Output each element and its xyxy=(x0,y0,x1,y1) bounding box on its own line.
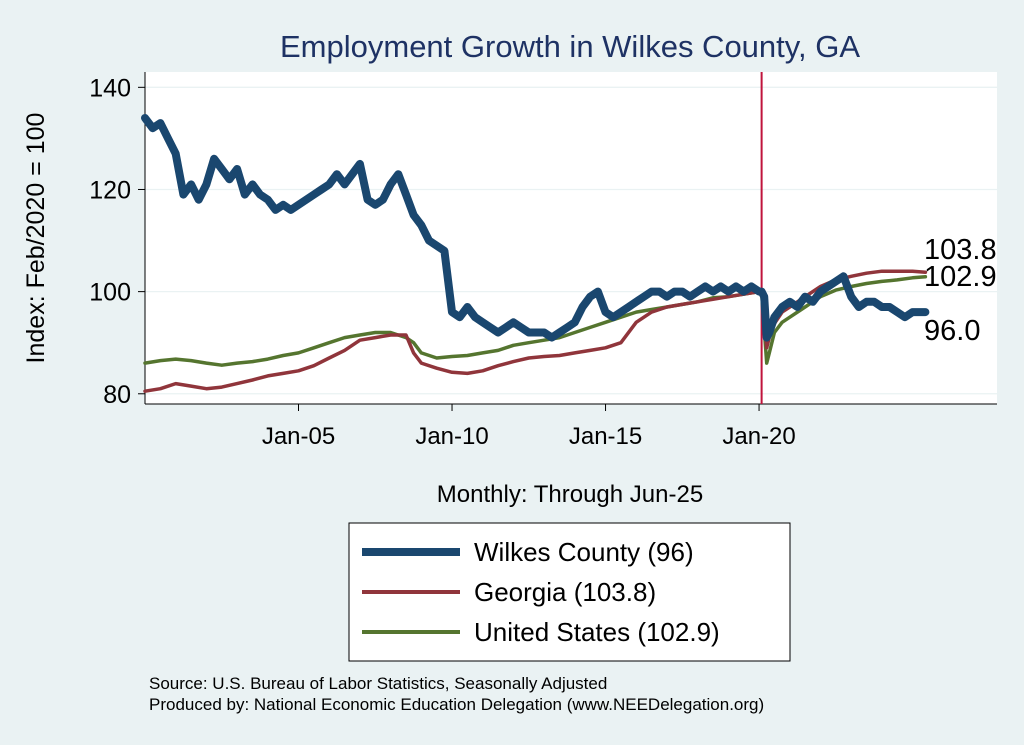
series-lines xyxy=(141,114,930,393)
source-note: Source: U.S. Bureau of Labor Statistics,… xyxy=(149,674,607,693)
produced-by-note: Produced by: National Economic Education… xyxy=(149,695,764,714)
legend-label: Georgia (103.8) xyxy=(474,577,656,607)
chart-title: Employment Growth in Wilkes County, GA xyxy=(280,29,860,64)
legend-items: Wilkes County (96) Georgia (103.8) United … xyxy=(362,537,720,647)
y-tick-label: 120 xyxy=(89,176,131,204)
y-axis: 80 100 120 140 xyxy=(89,72,146,409)
y-tick-label: 140 xyxy=(89,74,131,102)
end-label: 103.8 xyxy=(924,234,997,266)
x-tick-label: Jan-10 xyxy=(415,423,488,450)
end-label: 96.0 xyxy=(924,315,980,347)
x-tick-label: Jan-05 xyxy=(262,423,335,450)
x-axis-label: Monthly: Through Jun-25 xyxy=(437,481,703,508)
plot-area xyxy=(145,72,997,404)
x-tick-label: Jan-15 xyxy=(569,423,642,450)
legend-label: United States (102.9) xyxy=(474,617,720,647)
end-label: 102.9 xyxy=(924,261,997,293)
x-tick-label: Jan-20 xyxy=(722,423,795,450)
series-line-united-states xyxy=(143,275,928,367)
legend-label: Wilkes County (96) xyxy=(474,537,694,567)
y-tick-label: 100 xyxy=(89,279,131,307)
y-tick-label: 80 xyxy=(103,381,131,409)
y-axis-label: Index: Feb/2020 = 100 xyxy=(22,113,50,364)
x-axis: Jan-05 Jan-10 Jan-15 Jan-20 xyxy=(145,403,997,450)
series-line-georgia xyxy=(143,269,928,393)
series-line-wilkes-county xyxy=(141,114,930,342)
gridlines xyxy=(145,86,997,395)
